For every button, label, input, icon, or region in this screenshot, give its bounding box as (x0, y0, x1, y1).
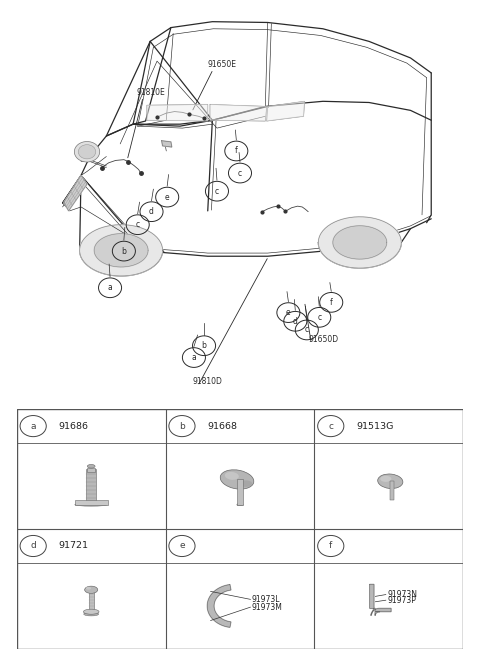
Bar (88, 590, 94, 611)
Polygon shape (370, 584, 391, 616)
Ellipse shape (86, 587, 91, 589)
Text: d: d (30, 541, 36, 551)
Text: e: e (179, 541, 185, 551)
Text: 91721: 91721 (59, 541, 88, 551)
Polygon shape (147, 104, 208, 121)
Ellipse shape (74, 141, 100, 162)
Text: a: a (108, 283, 112, 292)
Text: 91973P: 91973P (387, 596, 416, 604)
Text: f: f (235, 147, 238, 156)
Text: b: b (179, 422, 185, 430)
Polygon shape (64, 175, 87, 211)
Text: 91973L: 91973L (252, 595, 280, 604)
Bar (237, 479, 243, 505)
Text: 91810E: 91810E (136, 87, 165, 97)
Text: b: b (121, 246, 126, 256)
Polygon shape (94, 234, 148, 267)
Ellipse shape (240, 480, 252, 487)
Ellipse shape (87, 464, 95, 468)
Polygon shape (267, 101, 304, 121)
Text: a: a (30, 422, 36, 430)
Text: 91668: 91668 (207, 422, 237, 430)
Text: e: e (165, 193, 169, 202)
Polygon shape (162, 141, 172, 147)
Ellipse shape (84, 586, 98, 593)
Polygon shape (333, 226, 387, 259)
Ellipse shape (378, 474, 403, 489)
Text: d: d (293, 317, 298, 326)
Ellipse shape (84, 612, 99, 616)
Text: 91810D: 91810D (193, 377, 223, 386)
Ellipse shape (225, 472, 239, 480)
Bar (75, 500, 108, 505)
Text: 91686: 91686 (59, 422, 88, 430)
Polygon shape (207, 585, 231, 627)
Text: e: e (286, 308, 291, 317)
Text: f: f (330, 298, 333, 307)
Ellipse shape (237, 503, 243, 506)
Text: 91650D: 91650D (308, 335, 338, 344)
Text: 91973N: 91973N (387, 590, 417, 599)
Text: c: c (305, 325, 309, 334)
Ellipse shape (84, 609, 99, 614)
Text: 91513G: 91513G (356, 422, 394, 430)
Text: 91973M: 91973M (252, 602, 283, 612)
Text: f: f (329, 541, 332, 551)
Polygon shape (210, 104, 267, 121)
Ellipse shape (380, 476, 391, 482)
Text: d: d (149, 207, 154, 216)
Polygon shape (80, 225, 163, 276)
Bar (87, 468, 95, 472)
Text: b: b (202, 341, 206, 350)
Text: a: a (192, 353, 196, 362)
Text: 91650E: 91650E (208, 60, 237, 69)
Ellipse shape (75, 503, 108, 506)
Text: c: c (328, 422, 333, 430)
Polygon shape (318, 217, 401, 268)
Ellipse shape (220, 470, 254, 489)
Text: c: c (317, 313, 321, 322)
Ellipse shape (78, 145, 96, 159)
Text: c: c (238, 169, 242, 177)
Text: c: c (215, 187, 219, 196)
Text: c: c (136, 220, 140, 229)
Bar (86, 469, 96, 503)
Bar (390, 481, 394, 500)
